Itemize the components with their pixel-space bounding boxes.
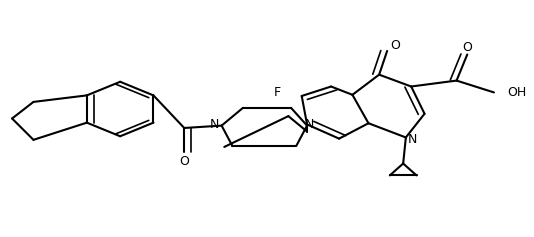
Text: O: O xyxy=(462,41,472,54)
Text: N: N xyxy=(305,118,315,131)
Text: N: N xyxy=(209,118,219,131)
Text: OH: OH xyxy=(507,86,527,99)
Text: O: O xyxy=(179,155,189,168)
Text: F: F xyxy=(274,86,281,99)
Text: O: O xyxy=(390,39,400,51)
Text: N: N xyxy=(407,133,417,146)
